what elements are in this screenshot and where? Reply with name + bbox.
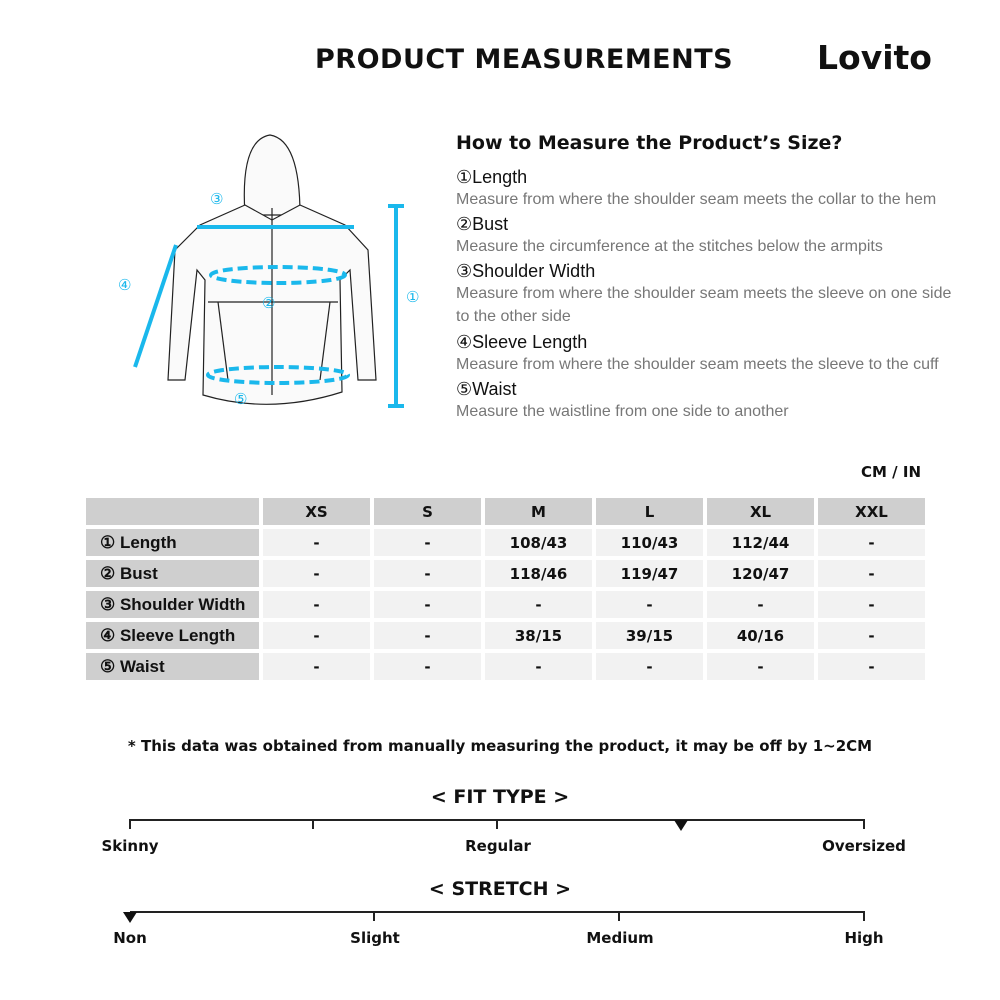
table-cell: - [263,560,370,587]
table-row: ⑤ Waist - - - - - - [86,653,925,680]
table-cell: 38/15 [485,622,592,649]
sleeve-line [133,244,178,368]
guide-item-sleeve: ④Sleeve Length Measure from where the sho… [456,332,939,373]
table-cell: - [818,622,925,649]
row-label: ⑤ Waist [86,653,259,680]
table-row: ③ Shoulder Width - - - - - - [86,591,925,618]
table-cell: - [374,591,481,618]
fit-type-title: < FIT TYPE > [430,786,570,808]
waist-line [206,365,350,385]
table-cell: - [374,622,481,649]
measurement-note: * This data was obtained from manually m… [127,737,873,755]
size-header: L [596,498,703,525]
stretch-title: < STRETCH > [428,878,572,900]
page-title: PRODUCT MEASUREMENTS [315,44,734,75]
table-cell: - [818,529,925,556]
table-cell: - [818,560,925,587]
guide-item-length: ①Length Measure from where the shoulder s… [456,167,937,208]
stretch-indicator-icon [123,912,137,923]
hoodie-diagram: ③ ② ④ ① ⑤ [118,134,419,408]
table-row: ① Length - -108/43 110/43 112/44- [86,529,925,556]
bust-line [209,265,347,285]
size-header: S [374,498,481,525]
table-cell: - [374,653,481,680]
table-cell: 39/15 [596,622,703,649]
table-cell: - [596,653,703,680]
table-cell: - [596,591,703,618]
table-cell: - [263,529,370,556]
marker-1: ① [406,288,419,306]
fit-tick [496,819,498,829]
table-cell: - [263,591,370,618]
guide-item-shoulder: ③Shoulder Width Measure from where the sh… [456,261,952,325]
table-cell: 120/47 [707,560,814,587]
row-label: ④ Sleeve Length [86,622,259,649]
table-cell: - [485,591,592,618]
stretch-tick [373,911,375,921]
table-cell: 112/44 [707,529,814,556]
stretch-tick [618,911,620,921]
size-header: XL [707,498,814,525]
fit-tick [863,819,865,829]
fit-label-skinny: Skinny [101,837,159,855]
stretch-label-medium: Medium [586,929,654,947]
table-cell: - [263,653,370,680]
table-cell: - [818,591,925,618]
hood [243,134,301,216]
size-table: XS S M L XL XXL ① Length - -108/43 110/43 11… [82,494,929,684]
table-cell: 119/47 [596,560,703,587]
fit-indicator-icon [674,820,689,831]
brand-logo: Lovito [817,38,932,77]
fit-tick [312,819,314,829]
fit-label-oversized: Oversized [822,837,906,855]
table-cell: 118/46 [485,560,592,587]
stretch-label-slight: Slight [350,929,400,947]
table-cell: 40/16 [707,622,814,649]
table-cell: 108/43 [485,529,592,556]
guide-item-bust: ②Bust Measure the circumference at the st… [456,214,883,255]
fit-tick [129,819,131,829]
row-label: ③ Shoulder Width [86,591,259,618]
guide-item-waist: ⑤Waist Measure the waistline from one sid… [456,379,789,420]
stretch-tick [863,911,865,921]
row-label: ① Length [86,529,259,556]
table-cell: - [374,529,481,556]
unit-label: CM / IN [861,463,921,481]
table-row: ② Bust - -118/46 119/47 120/47- [86,560,925,587]
table-cell: - [263,622,370,649]
size-header: XXL [818,498,925,525]
marker-3: ③ [210,190,223,208]
table-cell: - [374,560,481,587]
stretch-label-non: Non [113,929,147,947]
stretch-scale-line [130,911,865,913]
size-header: XS [263,498,370,525]
marker-5: ⑤ [234,390,247,408]
table-cell: - [485,653,592,680]
marker-2: ② [262,294,275,312]
table-cell: - [818,653,925,680]
row-label: ② Bust [86,560,259,587]
guide-title: How to Measure the Product’s Size? [456,132,843,154]
table-header-row: XS S M L XL XXL [86,498,925,525]
table-cell: - [707,653,814,680]
size-header: M [485,498,592,525]
table-row: ④ Sleeve Length - -38/15 39/15 40/16- [86,622,925,649]
marker-4: ④ [118,276,131,294]
fit-label-regular: Regular [465,837,531,855]
table-cell: - [707,591,814,618]
table-cell: 110/43 [596,529,703,556]
stretch-label-high: High [844,929,884,947]
